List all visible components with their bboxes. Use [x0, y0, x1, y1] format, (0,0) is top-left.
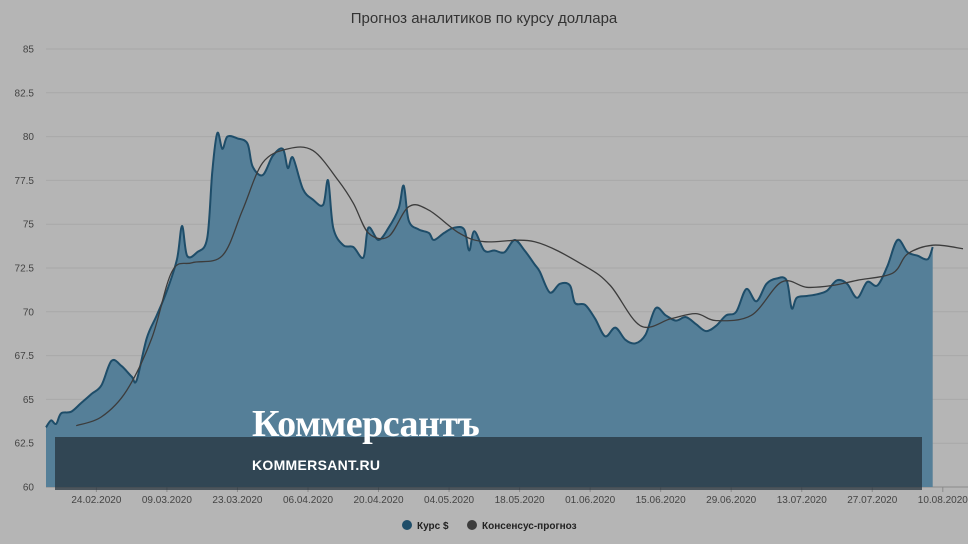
- x-tick-label: 06.04.2020: [283, 495, 333, 506]
- brand-logo: Коммерсантъ: [252, 403, 480, 445]
- legend-label-consensus: Консенсус-прогноз: [482, 521, 577, 532]
- y-tick-label: 80: [23, 132, 35, 143]
- x-tick-label: 23.03.2020: [212, 495, 262, 506]
- series-rate-line: [45, 131, 934, 428]
- x-tick-label: 15.06.2020: [636, 495, 686, 506]
- y-tick-label: 82.5: [15, 88, 35, 99]
- series-consensus-line: [75, 146, 964, 427]
- y-tick-label: 60: [23, 483, 35, 494]
- legend-item-consensus[interactable]: Консенсус-прогноз: [467, 520, 577, 532]
- chart-legend[interactable]: Курс $ Консенсус-прогноз: [402, 520, 577, 532]
- x-tick-label: 13.07.2020: [777, 495, 827, 506]
- x-tick-label: 24.02.2020: [71, 495, 121, 506]
- y-tick-label: 72.5: [15, 264, 35, 275]
- x-tick-label: 01.06.2020: [565, 495, 615, 506]
- watermark-banner: [55, 437, 922, 490]
- y-tick-label: 65: [23, 395, 35, 406]
- y-tick-label: 70: [23, 307, 35, 318]
- y-tick-label: 77.5: [15, 176, 35, 187]
- y-tick-label: 67.5: [15, 351, 35, 362]
- chart-title: Прогноз аналитиков по курсу доллара: [350, 10, 618, 27]
- x-tick-label: 27.07.2020: [847, 495, 897, 506]
- legend-item-rate[interactable]: Курс $: [402, 520, 449, 532]
- y-tick-label: 85: [23, 45, 35, 56]
- brand-url: KOMMERSANT.RU: [252, 457, 381, 473]
- x-tick-label: 18.05.2020: [495, 495, 545, 506]
- y-tick-label: 62.5: [15, 439, 35, 450]
- x-tick-label: 04.05.2020: [424, 495, 474, 506]
- legend-marker-rate: [402, 520, 412, 530]
- legend-label-rate: Курс $: [417, 521, 449, 532]
- x-tick-label: 09.03.2020: [142, 495, 192, 506]
- series-rate-area: [46, 132, 933, 488]
- x-tick-label: 20.04.2020: [353, 495, 403, 506]
- x-tick-label: 10.08.2020: [918, 495, 968, 506]
- x-tick-label: 29.06.2020: [706, 495, 756, 506]
- chart-series: [45, 131, 964, 488]
- y-tick-label: 75: [23, 220, 35, 231]
- legend-marker-consensus: [467, 520, 477, 530]
- y-axis: 60 62.5 65 67.5 70 72.5 75 77.5 80 82.5 85: [15, 45, 35, 494]
